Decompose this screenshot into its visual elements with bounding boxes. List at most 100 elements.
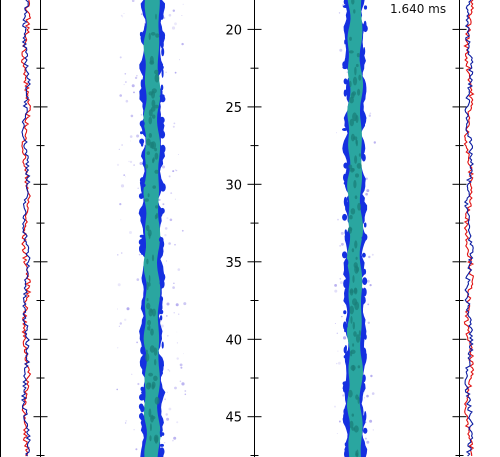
jet-core-texture	[144, 198, 149, 202]
spray-droplet	[129, 160, 133, 164]
jet-edge-blob	[138, 403, 144, 410]
spray-droplet	[123, 174, 126, 177]
jet-core-texture	[355, 173, 359, 178]
jet-core-texture	[152, 308, 156, 317]
jet-core-texture	[356, 163, 362, 169]
spray-droplet	[172, 439, 174, 442]
jet-core-texture	[352, 321, 355, 330]
spray-droplet	[174, 386, 177, 390]
jet-core-texture	[147, 229, 152, 237]
jet-core	[143, 0, 161, 457]
spray-droplet	[338, 361, 341, 365]
jet-core-texture	[149, 141, 154, 149]
jet-core-texture	[351, 168, 355, 172]
jet-edge-blob	[160, 207, 165, 214]
spray-droplet	[135, 448, 138, 451]
spray-droplet	[140, 114, 143, 116]
spray-droplet	[134, 76, 138, 80]
jet-core-texture	[354, 155, 358, 164]
jet-core-texture	[153, 434, 159, 443]
spray-droplet	[183, 353, 185, 355]
jet-edge-blob	[140, 346, 146, 355]
spray-droplet	[175, 169, 178, 172]
spray-droplet	[126, 307, 130, 311]
spray-droplet	[116, 388, 118, 391]
jet-core-texture	[154, 396, 160, 405]
time-readout: 1.640 ms	[390, 2, 447, 16]
spray-droplet	[120, 252, 123, 254]
jet-edge-blob	[343, 386, 347, 393]
spray-droplet	[119, 56, 122, 59]
jet-edge-blob	[159, 443, 164, 447]
jet-core-texture	[150, 328, 154, 336]
spray-droplet	[172, 170, 175, 173]
spray-droplet	[184, 390, 187, 392]
spray-droplet	[336, 433, 338, 434]
spray-droplet	[120, 219, 122, 221]
spray-droplet	[166, 334, 169, 337]
spray-droplet	[165, 260, 167, 262]
spray-droplet	[371, 253, 374, 256]
jet-core-texture	[355, 138, 358, 145]
jet-edge-blob	[159, 447, 165, 456]
jet-edge-blob	[140, 131, 143, 135]
spray-droplet	[174, 169, 177, 171]
jet-edge-blob	[139, 138, 145, 145]
jet-core-texture	[348, 50, 354, 54]
jet-edge-blob	[362, 296, 366, 304]
jet-edge-blob	[159, 130, 166, 139]
jet-core-texture	[154, 69, 159, 75]
spray-droplet	[337, 350, 339, 352]
spray-droplet	[162, 203, 165, 206]
spray-droplet	[341, 315, 343, 318]
jet-core-texture	[148, 408, 152, 418]
spray-droplet	[180, 366, 183, 369]
spray-droplet	[131, 84, 135, 88]
spray-droplet	[338, 12, 341, 14]
spray-droplet	[166, 217, 169, 220]
spray-droplet	[166, 315, 168, 317]
jet-core-texture	[357, 365, 361, 369]
jet-core-texture	[151, 99, 156, 108]
jet-edge-blob	[161, 47, 165, 57]
spray-droplet	[176, 357, 179, 360]
jet-edge-blob	[344, 229, 347, 236]
jet-edge-blob	[342, 213, 348, 221]
spray-droplet	[168, 407, 172, 411]
jet-core-texture	[355, 266, 360, 273]
spray-droplet	[139, 162, 143, 165]
jet-edge-blob	[160, 84, 164, 91]
jet-image-right	[342, 0, 368, 457]
jet-core-texture	[153, 347, 158, 356]
jet-core-texture	[357, 88, 361, 96]
jet-core-texture	[146, 281, 149, 291]
jet-edge-blob	[343, 310, 347, 315]
spray-droplet	[119, 203, 122, 206]
spray-droplet	[369, 419, 373, 423]
jet-core-texture	[150, 106, 156, 112]
jet-edge-blob	[362, 374, 366, 383]
spray-droplet	[181, 382, 185, 386]
spray-droplet	[181, 229, 184, 232]
jet-core-texture	[148, 133, 152, 138]
spray-droplet	[343, 336, 347, 340]
spray-droplet	[129, 135, 133, 138]
jet-core-texture	[148, 32, 151, 41]
jet-edge-blob	[140, 386, 145, 392]
jet-edge-blob	[138, 193, 144, 200]
jet-core-texture	[146, 151, 150, 156]
jet-core-texture	[153, 375, 158, 381]
jet-edge-blob	[343, 408, 348, 415]
spray-droplet	[334, 284, 337, 287]
jet-core-texture	[355, 115, 359, 123]
jet-edge-blob	[342, 5, 349, 8]
jet-core-texture	[152, 185, 156, 189]
jet-core-texture	[349, 305, 355, 315]
jet-core-texture	[357, 396, 360, 404]
spray-droplet	[367, 303, 370, 306]
spray-droplet	[182, 3, 184, 5]
jet-edge-blob	[343, 89, 347, 97]
jet-edge-blob	[343, 162, 349, 169]
spray-droplet	[130, 114, 134, 118]
jet-core-texture	[358, 153, 362, 157]
